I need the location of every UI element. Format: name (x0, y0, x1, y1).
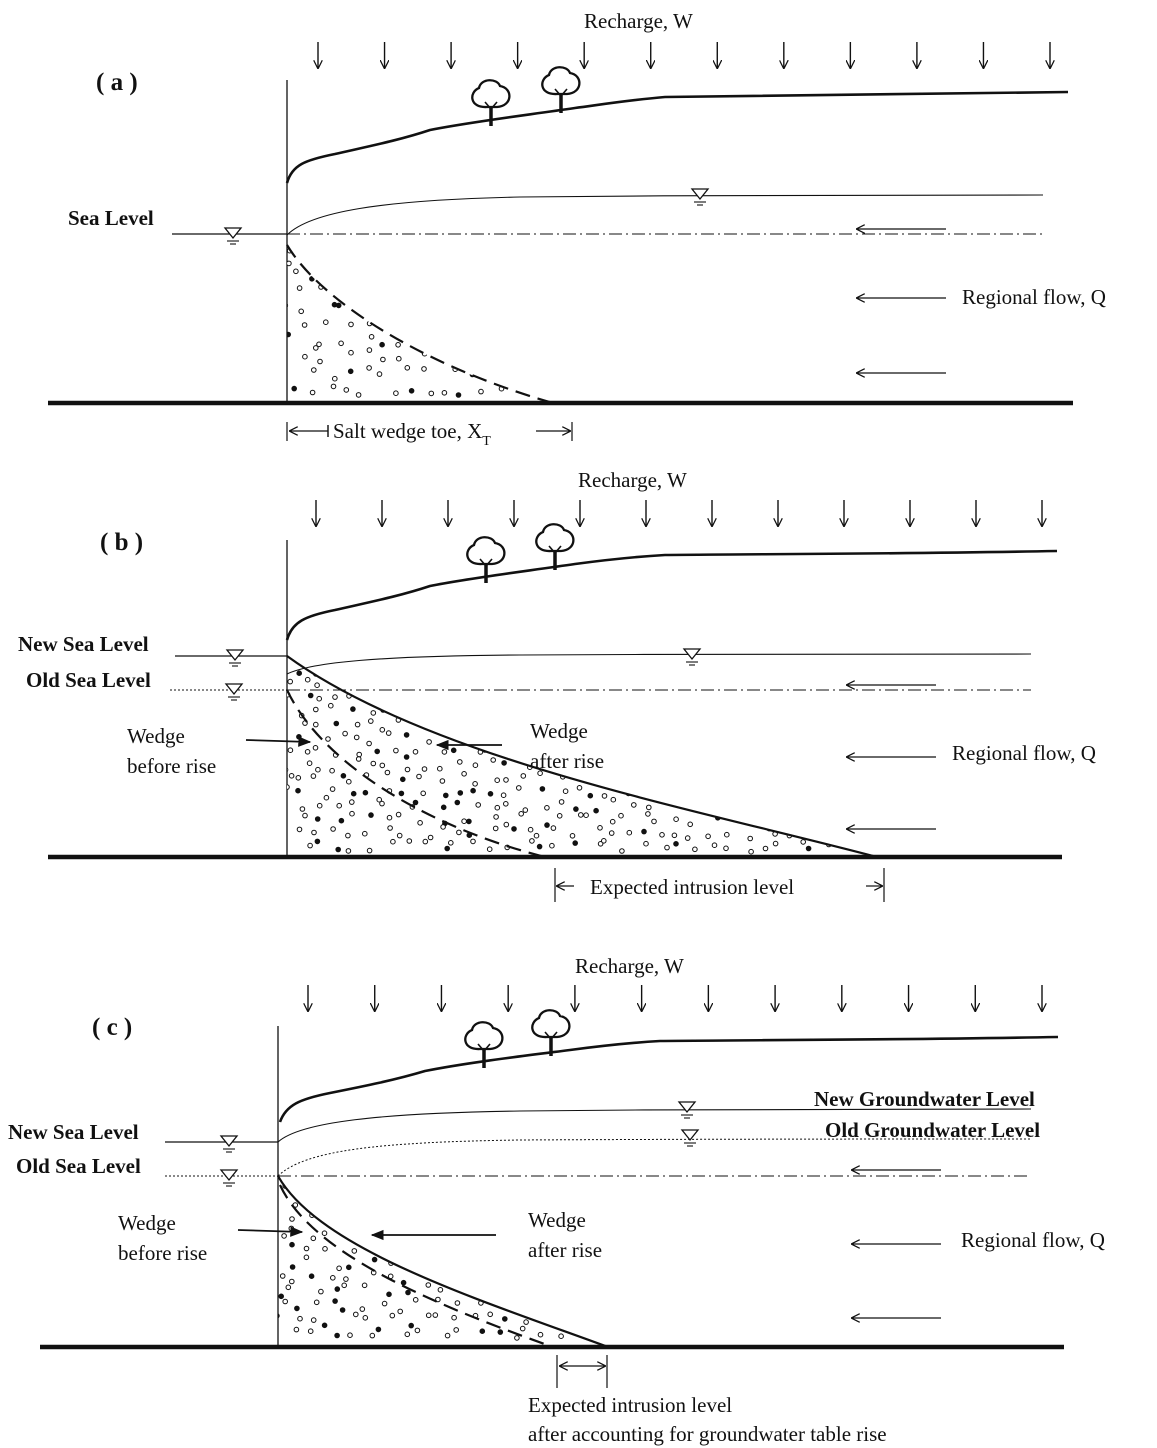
tree-icon (471, 79, 511, 126)
water-table (286, 653, 1032, 675)
panel-a: ( a ) Recharge, W Sea Level Regional flo… (48, 9, 1106, 449)
recharge-arrows (316, 500, 1042, 526)
old-groundwater-table (277, 1138, 1032, 1177)
panel-label: ( b ) (100, 529, 143, 556)
tree-icon (464, 1021, 504, 1068)
salt-wedge-region (287, 245, 553, 398)
recharge-arrows (308, 985, 1042, 1011)
recharge-label: Recharge, W (578, 468, 687, 492)
old-groundwater-label: Old Groundwater Level (825, 1118, 1040, 1142)
new-sea-level-label: New Sea Level (8, 1120, 139, 1144)
expected-intrusion-label: after accounting for groundwater table r… (528, 1422, 887, 1446)
water-level-triangle-icon (219, 1169, 239, 1187)
tree-icon (466, 536, 506, 583)
water-level-triangle-icon (223, 227, 243, 245)
panel-c: ( c ) Recharge, W New Groundwater Level … (8, 954, 1105, 1446)
water-level-triangle-icon (690, 188, 710, 206)
water-level-triangle-icon (219, 1135, 239, 1153)
water-table (286, 194, 1044, 236)
wedge-before-arrow (237, 1226, 304, 1237)
wedge-after-label: Wedge (528, 1208, 586, 1232)
water-level-triangle-icon (224, 683, 244, 701)
wedge-after-label: after rise (528, 1238, 602, 1262)
sea-level-label: Sea Level (68, 206, 154, 230)
recharge-label: Recharge, W (584, 9, 693, 33)
new-groundwater-table (277, 1108, 1032, 1143)
salt-wedge-interface (286, 244, 554, 405)
wedge-after-interface (286, 655, 878, 859)
salt-wedge-toe-label: Salt wedge toe, XT (333, 419, 491, 449)
wedge-before-label: before rise (127, 754, 216, 778)
ground-surface (285, 90, 1069, 184)
water-level-triangle-icon (225, 649, 245, 667)
wedge-before-label: Wedge (127, 724, 185, 748)
wedge-after-interface (277, 1175, 609, 1349)
wedge-before-interface (279, 1184, 554, 1349)
wedge-before-label: Wedge (118, 1211, 176, 1235)
new-groundwater-label: New Groundwater Level (814, 1087, 1035, 1111)
tree-icon (531, 1009, 571, 1056)
water-level-triangle-icon (680, 1129, 700, 1147)
new-sea-level-label: New Sea Level (18, 632, 149, 656)
ground-surface (285, 549, 1058, 641)
water-level-triangle-icon (677, 1101, 697, 1119)
old-sea-level-label: Old Sea Level (26, 668, 151, 692)
regional-flow-label: Regional flow, Q (952, 741, 1096, 765)
ground-surface (278, 1035, 1059, 1123)
regional-flow-label: Regional flow, Q (961, 1228, 1105, 1252)
tree-icon (535, 523, 575, 570)
wedge-before-interface (286, 689, 546, 859)
wedge-after-label: after rise (530, 749, 604, 773)
recharge-label: Recharge, W (575, 954, 684, 978)
recharge-arrows (318, 42, 1050, 68)
panel-b: ( b ) Recharge, W New Sea Level Old Sea … (18, 468, 1096, 902)
regional-flow-label: Regional flow, Q (962, 285, 1106, 309)
wedge-after-label: Wedge (530, 719, 588, 743)
water-level-triangle-icon (682, 648, 702, 666)
panel-label: ( c ) (92, 1014, 132, 1041)
wedge-before-label: before rise (118, 1241, 207, 1265)
wedge-before-arrow (245, 736, 312, 747)
expected-intrusion-label: Expected intrusion level (590, 875, 794, 899)
panel-label: ( a ) (96, 69, 138, 96)
old-sea-level-label: Old Sea Level (16, 1154, 141, 1178)
expected-intrusion-label: Expected intrusion level (528, 1393, 732, 1417)
tree-icon (541, 66, 581, 113)
